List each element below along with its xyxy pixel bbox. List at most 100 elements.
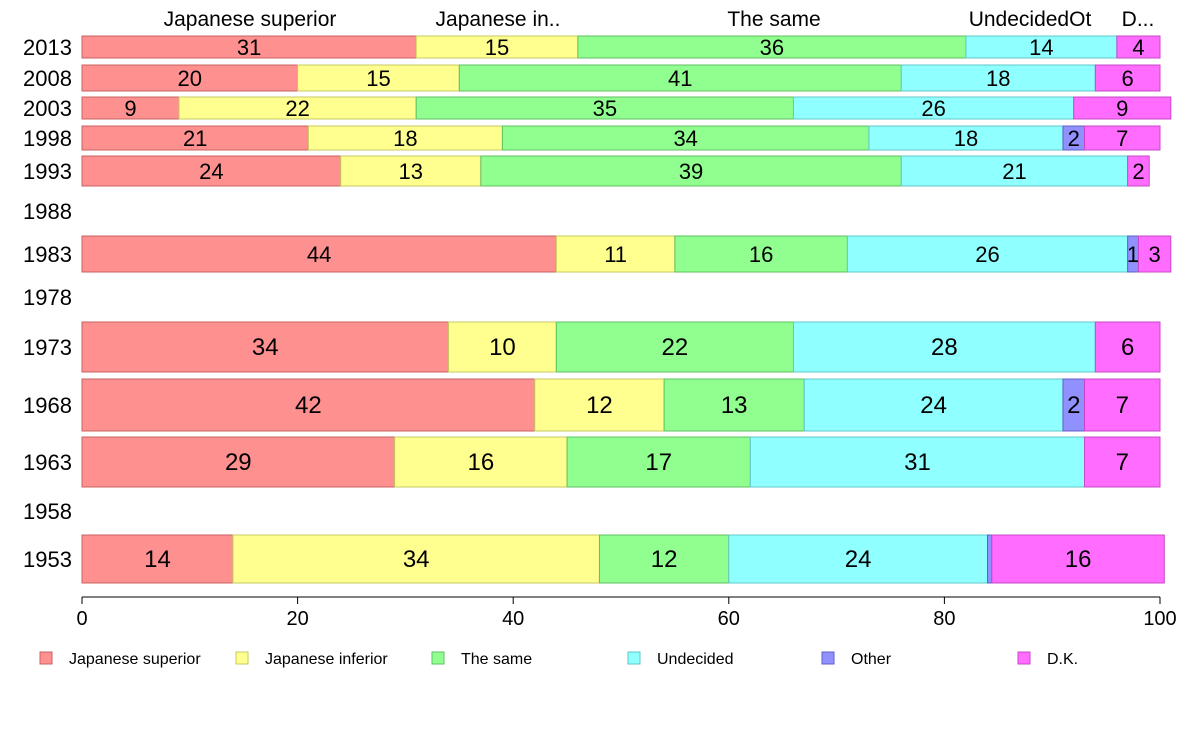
bar-segment — [1084, 378, 1161, 432]
bar-value-label: 7 — [1116, 392, 1129, 419]
top-series-label: Japanese superior — [164, 8, 337, 31]
bar-segment — [448, 321, 557, 373]
bar-value-label: 34 — [673, 126, 697, 151]
bar-segment — [1073, 96, 1172, 120]
bar-value-label: 7 — [1116, 126, 1128, 151]
bar-segment — [987, 534, 993, 584]
bar-segment — [480, 155, 902, 187]
bar-value-label: 28 — [931, 334, 958, 361]
bar-value-label: 10 — [489, 334, 516, 361]
y-tick-label: 1958 — [23, 499, 72, 524]
bar-segment — [555, 321, 794, 373]
y-tick-label: 2003 — [23, 96, 72, 121]
bar-segment — [1094, 321, 1161, 373]
bar-value-label: 15 — [485, 35, 509, 60]
bar-segment — [1094, 64, 1161, 92]
bar-value-label: 21 — [183, 126, 207, 151]
bar-value-label: 21 — [1002, 159, 1026, 184]
bar-value-label: 1 — [1127, 242, 1139, 267]
y-tick-label: 1978 — [23, 285, 72, 310]
bar-value-label: 39 — [679, 159, 703, 184]
top-series-label: UndecidedOt — [969, 8, 1092, 31]
y-tick-label: 1968 — [23, 393, 72, 418]
bar-segment — [458, 64, 902, 92]
bar-segment — [1084, 125, 1161, 151]
bar-value-label: 7 — [1116, 449, 1129, 476]
bar-value-label: 14 — [144, 546, 171, 573]
bar-value-label: 34 — [252, 334, 279, 361]
bar-value-label: 2 — [1132, 159, 1144, 184]
x-tick-label: 80 — [933, 608, 955, 630]
bar-value-label: 15 — [366, 66, 390, 91]
bar-segment — [81, 64, 299, 92]
bar-value-label: 24 — [199, 159, 223, 184]
bar-value-label: 14 — [1029, 35, 1053, 60]
bar-value-label: 26 — [921, 96, 945, 121]
bar-value-label: 6 — [1122, 66, 1134, 91]
bar-segment — [900, 155, 1129, 187]
bar-value-label: 31 — [904, 449, 931, 476]
bar-segment — [663, 378, 805, 432]
legend-label: Undecided — [657, 651, 734, 668]
bar-value-label: 13 — [721, 392, 748, 419]
bar-value-label: 20 — [178, 66, 202, 91]
top-series-label: D... — [1122, 8, 1155, 31]
top-series-labels: Japanese superior Japanese in.. The same Un… — [164, 8, 1155, 31]
bar-segment — [81, 534, 234, 584]
bar-value-label: 24 — [920, 392, 947, 419]
y-tick-label: 1963 — [23, 450, 72, 475]
bar-value-label: 35 — [593, 96, 617, 121]
x-tick-label: 40 — [502, 608, 524, 630]
x-tick-label: 0 — [76, 608, 87, 630]
y-tick-label: 1973 — [23, 335, 72, 360]
bar-segment — [501, 125, 870, 151]
bar-value-label: 44 — [307, 242, 331, 267]
bar-value-label: 17 — [645, 449, 672, 476]
bar-value-label: 9 — [124, 96, 136, 121]
y-tick-label: 1998 — [23, 126, 72, 151]
bar-value-label: 22 — [285, 96, 309, 121]
bar-segment — [1127, 155, 1150, 187]
bar-segment — [81, 436, 396, 488]
bars-group: 31 15 36 14 420 15 41 18 69 22 35 26 921 18 34 18 2 724 13… — [81, 35, 1172, 584]
top-series-label: The same — [727, 8, 820, 31]
y-axis-labels: 2013 2008 2003 1998 1993 1988 1983 1978 1973 1968… — [23, 35, 72, 572]
bar-value-label: 42 — [295, 392, 322, 419]
y-tick-label: 1993 — [23, 159, 72, 184]
bar-value-label: 36 — [760, 35, 784, 60]
legend-label: D.K. — [1047, 651, 1078, 668]
x-tick-label: 20 — [286, 608, 308, 630]
bar-segment — [81, 378, 536, 432]
bar-value-label: 16 — [749, 242, 773, 267]
bar-segment — [900, 64, 1096, 92]
y-tick-label: 1953 — [23, 547, 72, 572]
bar-value-label: 24 — [845, 546, 872, 573]
legend-label: Japanese inferior — [265, 651, 388, 668]
y-tick-label: 2013 — [23, 35, 72, 60]
x-tick-label: 100 — [1143, 608, 1176, 630]
x-tick-label: 60 — [718, 608, 740, 630]
bar-value-label: 6 — [1121, 334, 1134, 361]
bar-segment — [1137, 235, 1172, 273]
bar-segment — [1116, 35, 1161, 59]
bar-value-label: 22 — [662, 334, 689, 361]
legend: Japanese superior Japanese inferior The sa… — [39, 651, 1078, 668]
bar-value-label: 26 — [975, 242, 999, 267]
legend-swatch — [235, 651, 249, 665]
top-series-label: Japanese in.. — [436, 8, 561, 31]
bar-value-label: 3 — [1148, 242, 1160, 267]
bar-value-label: 2 — [1067, 392, 1080, 419]
bar-value-label: 18 — [954, 126, 978, 151]
bar-value-label: 9 — [1116, 96, 1128, 121]
y-tick-label: 1988 — [23, 199, 72, 224]
bar-segment — [307, 125, 503, 151]
legend-label: Other — [851, 651, 892, 668]
y-tick-label: 2008 — [23, 66, 72, 91]
bar-value-label: 11 — [604, 242, 627, 267]
legend-swatch — [1017, 651, 1031, 665]
y-tick-label: 1983 — [23, 242, 72, 267]
bar-value-label: 29 — [225, 449, 252, 476]
bar-segment — [749, 436, 1086, 488]
bar-value-label: 4 — [1132, 35, 1144, 60]
bar-value-label: 34 — [403, 546, 430, 573]
